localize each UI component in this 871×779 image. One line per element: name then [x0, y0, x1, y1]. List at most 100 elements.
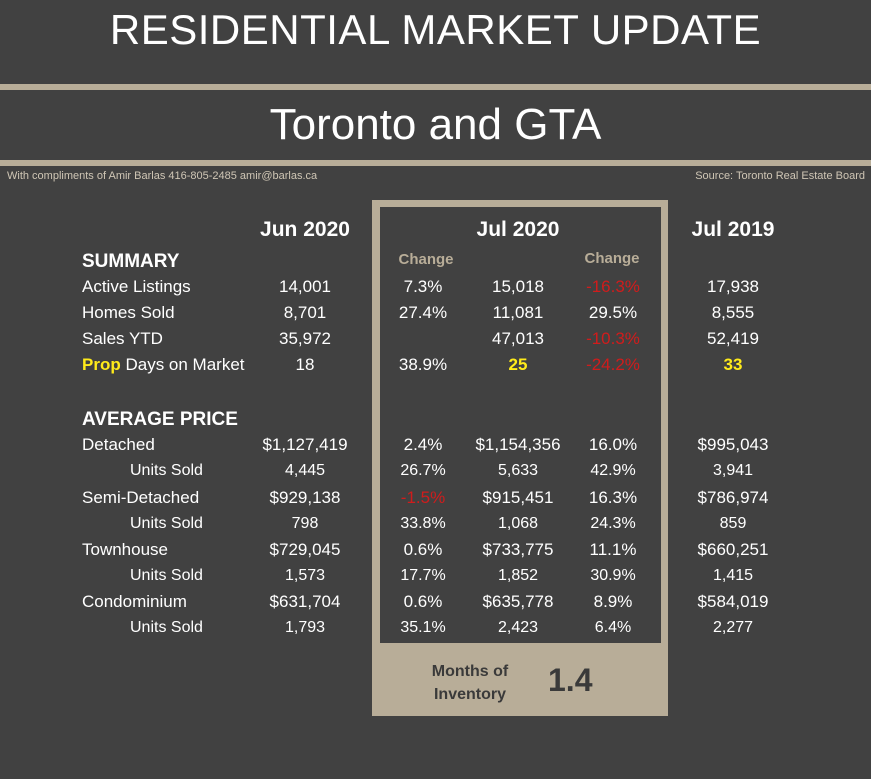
change-month: 26.7%	[400, 462, 446, 479]
value-jul-2019: 859	[719, 515, 747, 532]
average-price-heading: AVERAGE PRICE	[82, 409, 238, 430]
value-jul-2020: 1,068	[497, 515, 539, 532]
table-row: Prop Days on Market 18 38.9% 25 -24.2% 3…	[0, 355, 871, 381]
page-subtitle: Toronto and GTA	[269, 100, 602, 149]
value-jun-2020: 35,972	[279, 329, 331, 348]
change-year: 16.0%	[588, 435, 638, 454]
value-jun-2020: 798	[291, 515, 319, 532]
value-jul-2020: 25	[508, 355, 528, 374]
value-jun-2020: $1,127,419	[262, 435, 348, 454]
months-of-inventory-label: Months of Inventory	[431, 663, 509, 703]
credit-line: With compliments of Amir Barlas 416-805-…	[7, 170, 318, 182]
change-year: 8.9%	[593, 592, 633, 611]
change-year: 30.9%	[590, 567, 636, 584]
value-jun-2020: $929,138	[269, 488, 341, 507]
value-jul-2019: 3,941	[712, 462, 754, 479]
row-label: Sales YTD	[82, 329, 163, 348]
value-jun-2020: 18	[295, 355, 315, 374]
change-month: -1.5%	[400, 488, 446, 507]
row-label: Detached	[82, 435, 155, 454]
prop-label: Prop	[82, 355, 121, 374]
page-title: RESIDENTIAL MARKET UPDATE	[109, 6, 762, 53]
row-label: Prop Days on Market	[82, 355, 245, 375]
change-month: 0.6%	[403, 592, 443, 611]
change-month: 2.4%	[403, 435, 443, 454]
change-month: 17.7%	[400, 567, 446, 584]
value-jul-2019: $995,043	[697, 435, 769, 454]
row-label: Units Sold	[130, 567, 203, 584]
column-header-change-year: Change	[584, 250, 640, 267]
table-row: Condominium $631,704 0.6% $635,778 8.9% …	[0, 592, 871, 618]
table-row: Homes Sold 8,701 27.4% 11,081 29.5% 8,55…	[0, 303, 871, 329]
change-year: 29.5%	[588, 303, 638, 322]
value-jul-2019: $584,019	[697, 592, 769, 611]
value-jul-2019: 52,419	[707, 329, 759, 348]
months-of-inventory-value: 1.4	[548, 662, 593, 698]
divider-top	[0, 84, 871, 90]
divider-bottom	[0, 160, 871, 166]
row-label: Units Sold	[130, 515, 203, 532]
value-jul-2019: 1,415	[712, 567, 754, 584]
value-jul-2019: 33	[723, 355, 743, 374]
value-jul-2019: 2,277	[712, 619, 754, 636]
table-row: Semi-Detached $929,138 -1.5% $915,451 16…	[0, 488, 871, 514]
change-year: -24.2%	[586, 355, 640, 374]
table-row: Detached $1,127,419 2.4% $1,154,356 16.0…	[0, 435, 871, 461]
summary-heading: SUMMARY	[82, 251, 180, 272]
value-jul-2020: 11,081	[492, 303, 544, 322]
value-jun-2020: $729,045	[269, 540, 341, 559]
column-header-jul-2020: Jul 2020	[476, 218, 560, 241]
value-jul-2020: 5,633	[497, 462, 539, 479]
row-label: Townhouse	[82, 540, 169, 559]
jul-2020-highlight-panel	[380, 207, 661, 643]
value-jul-2020: $1,154,356	[475, 435, 561, 454]
column-header-jun-2020: Jun 2020	[260, 218, 350, 241]
change-month: 7.3%	[403, 277, 443, 296]
value-jul-2020: 47,013	[492, 329, 544, 348]
change-year: -16.3%	[586, 277, 640, 296]
value-jul-2019: $660,251	[697, 540, 769, 559]
value-jul-2020: 1,852	[497, 567, 539, 584]
value-jun-2020: 14,001	[279, 277, 331, 296]
row-label: Units Sold	[130, 619, 203, 636]
change-month: 33.8%	[400, 515, 446, 532]
change-year: -10.3%	[586, 329, 640, 348]
value-jul-2020: 15,018	[492, 277, 544, 296]
change-year: 42.9%	[590, 462, 636, 479]
row-label: Homes Sold	[82, 303, 175, 322]
row-label: Units Sold	[130, 462, 203, 479]
value-jul-2019: 17,938	[707, 277, 759, 296]
table-row: Units Sold 4,445 26.7% 5,633 42.9% 3,941	[0, 462, 871, 488]
table-row: Sales YTD 35,972 47,013 -10.3% 52,419	[0, 329, 871, 355]
table-row: Units Sold 798 33.8% 1,068 24.3% 859	[0, 515, 871, 541]
value-jul-2020: $733,775	[482, 540, 554, 559]
value-jun-2020: 1,573	[284, 567, 326, 584]
value-jul-2020: $915,451	[482, 488, 554, 507]
value-jul-2020: 2,423	[497, 619, 539, 636]
row-label: Semi-Detached	[82, 488, 200, 507]
column-header-change-month: Change	[398, 251, 454, 268]
change-year: 24.3%	[590, 515, 636, 532]
value-jun-2020: 8,701	[283, 303, 327, 322]
value-jul-2020: $635,778	[482, 592, 554, 611]
source-line: Source: Toronto Real Estate Board	[695, 170, 865, 182]
days-on-market-label: Days on Market	[125, 355, 245, 374]
change-month: 38.9%	[398, 355, 448, 374]
value-jun-2020: $631,704	[269, 592, 341, 611]
column-header-jul-2019: Jul 2019	[691, 218, 775, 241]
table-row: Townhouse $729,045 0.6% $733,775 11.1% $…	[0, 540, 871, 566]
table-row: Units Sold 1,793 35.1% 2,423 6.4% 2,277	[0, 619, 871, 645]
change-year: 11.1%	[589, 540, 637, 559]
change-year: 16.3%	[588, 488, 638, 507]
change-month: 35.1%	[400, 619, 446, 636]
row-label: Condominium	[82, 592, 187, 611]
value-jul-2019: 8,555	[711, 303, 755, 322]
value-jun-2020: 1,793	[284, 619, 326, 636]
change-year: 6.4%	[594, 619, 632, 636]
value-jul-2019: $786,974	[697, 488, 769, 507]
change-month: 27.4%	[398, 303, 448, 322]
table-row: Active Listings 14,001 7.3% 15,018 -16.3…	[0, 277, 871, 303]
value-jun-2020: 4,445	[284, 462, 326, 479]
change-month: 0.6%	[403, 540, 443, 559]
table-row: Units Sold 1,573 17.7% 1,852 30.9% 1,415	[0, 567, 871, 593]
